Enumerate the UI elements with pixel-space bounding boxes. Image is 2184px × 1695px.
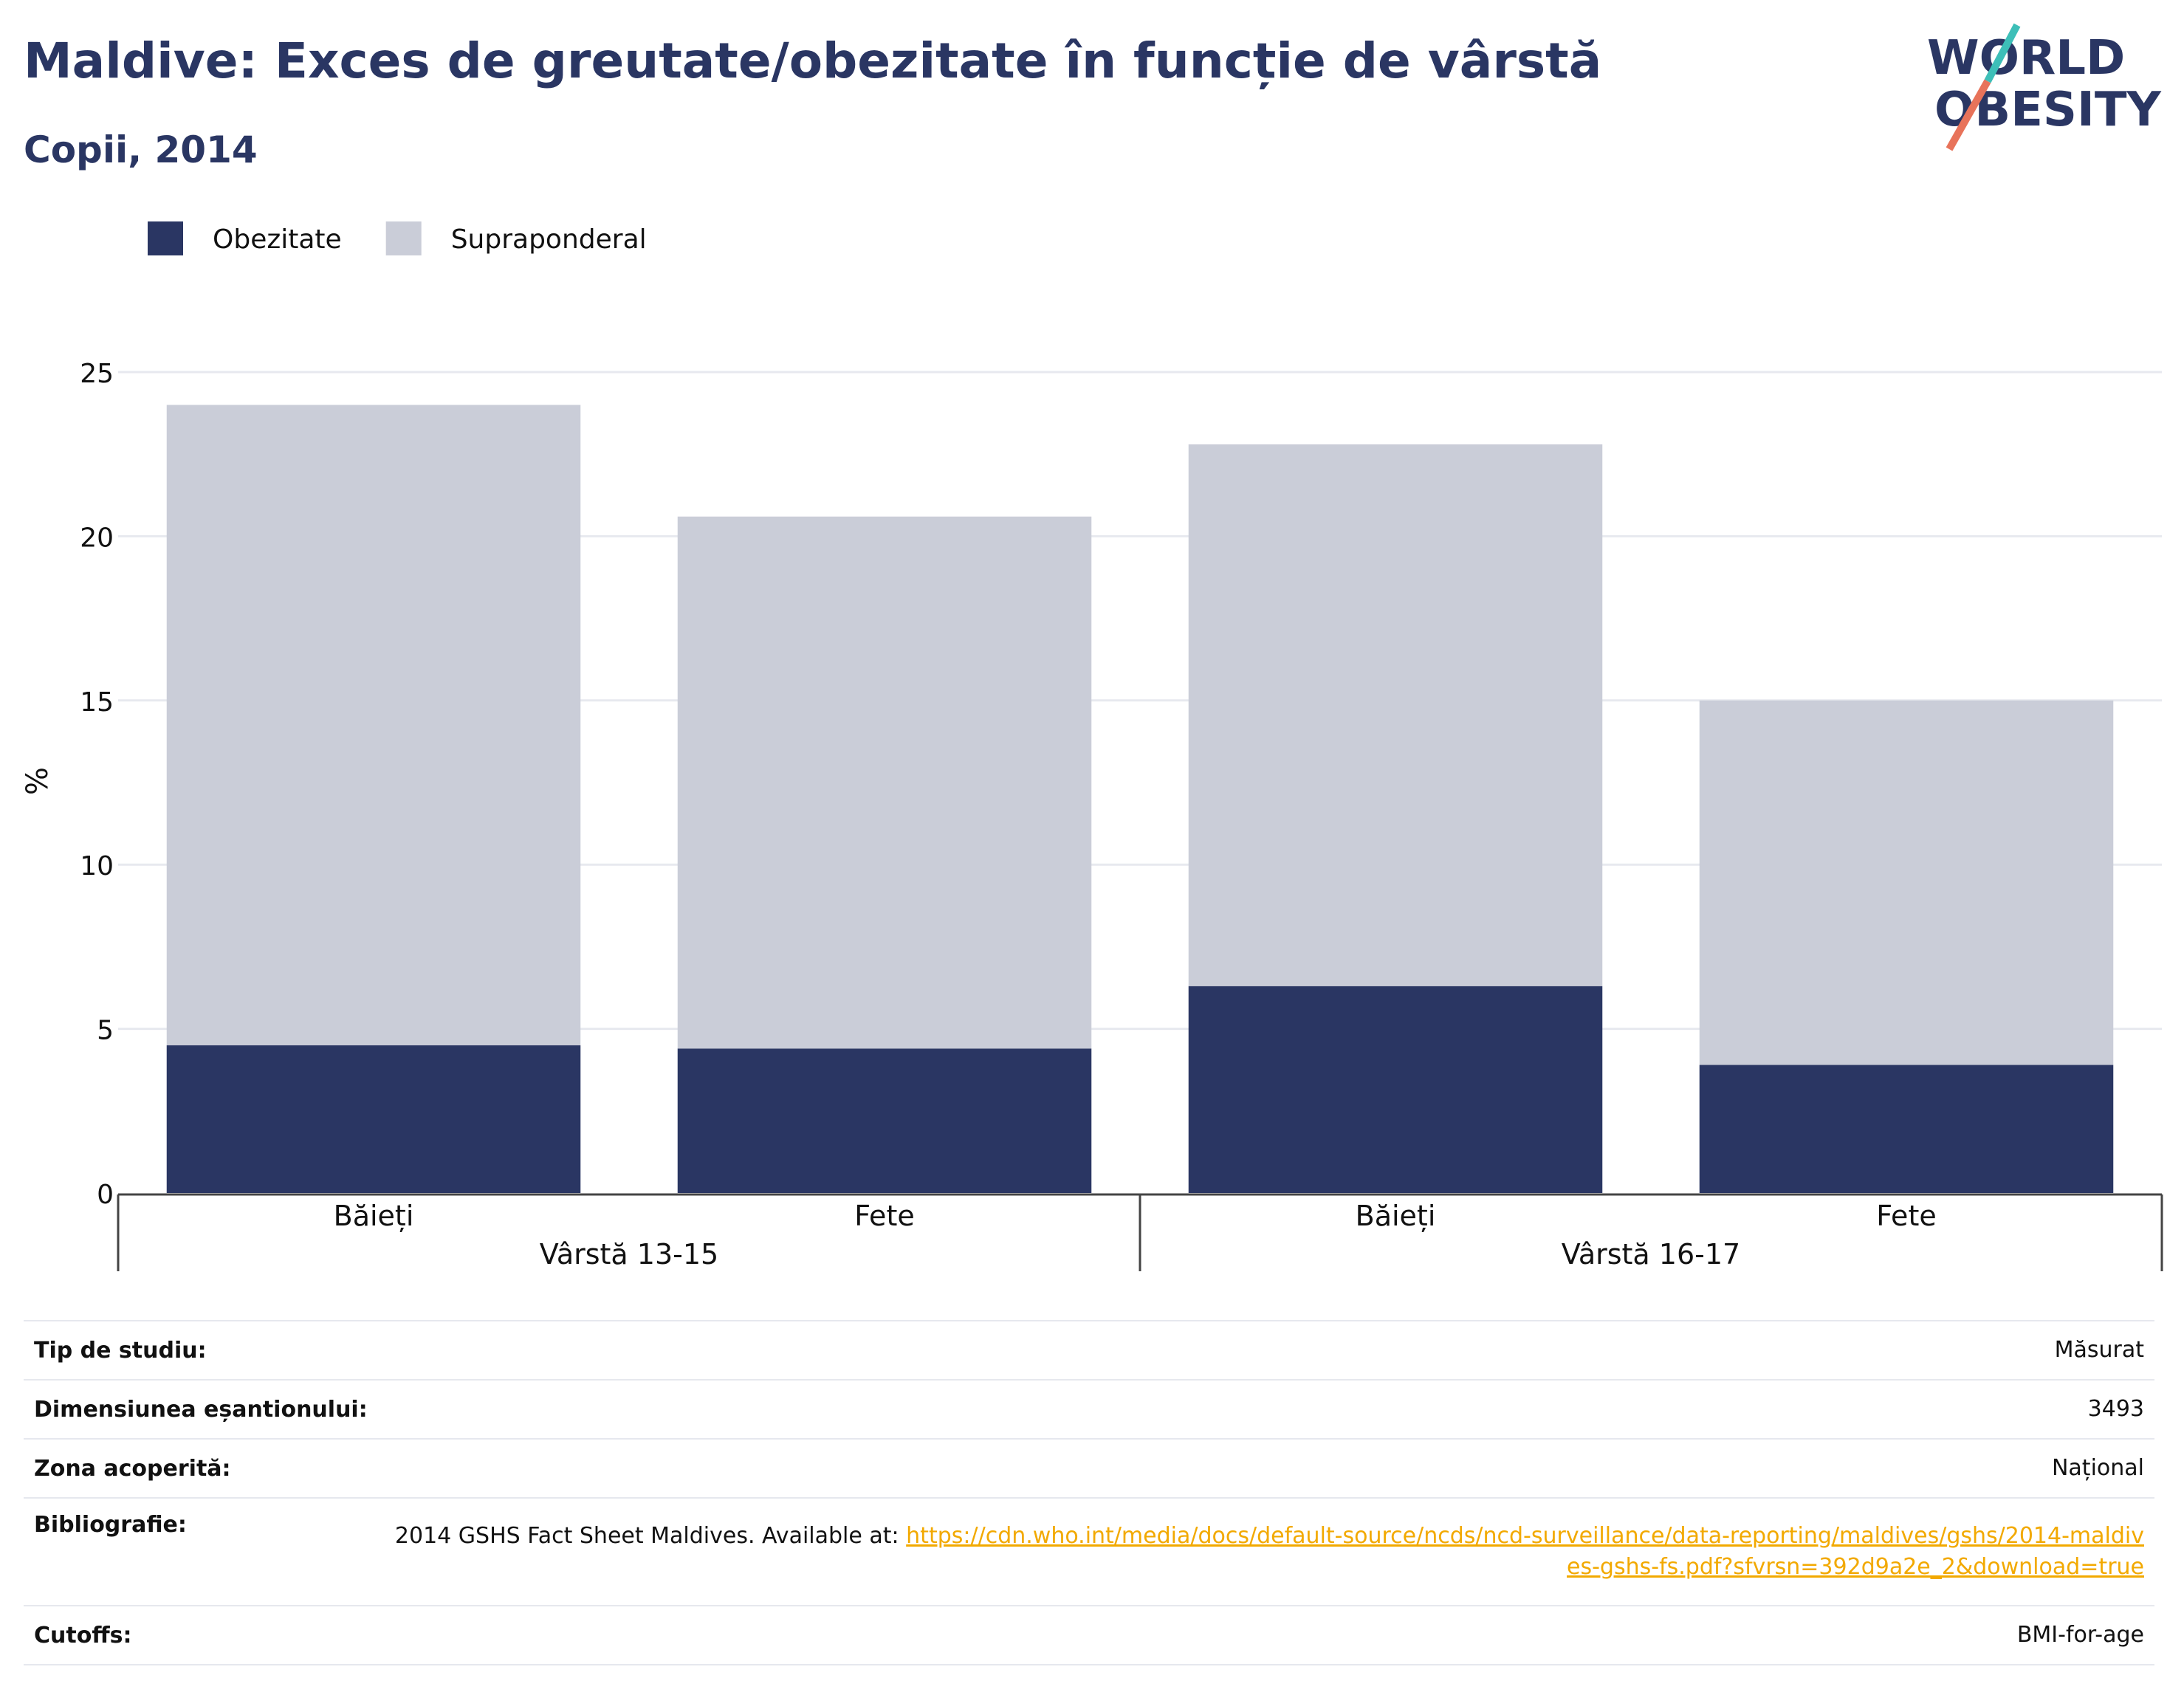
info-value: Măsurat — [377, 1320, 2154, 1381]
info-label: Dimensiunea eșantionului: — [24, 1379, 378, 1440]
logo-slash-bottom-icon — [1946, 79, 1991, 151]
bar-supraponderal-3 — [1699, 700, 2114, 1065]
info-value: Național — [377, 1438, 2154, 1499]
info-label: Zona acoperită: — [24, 1438, 378, 1499]
y-axis-ticks: 0 5 10 15 20 25 — [80, 359, 114, 1210]
info-row-sample-size: Dimensiunea eșantionului: 3493 — [24, 1379, 2154, 1440]
x-tick-label-0: Băieți — [334, 1200, 414, 1232]
x-group-label-1: Vârstă 16-17 — [1562, 1238, 1740, 1271]
x-tick-label-3: Fete — [1876, 1200, 1936, 1232]
info-row-cutoffs: Cutoffs: BMI-for-age — [24, 1605, 2154, 1665]
info-row-coverage: Zona acoperită: Național — [24, 1438, 2154, 1499]
bar-obezitate-2 — [1188, 986, 1603, 1193]
info-label: Cutoffs: — [24, 1605, 378, 1665]
logo-line1: WORLD — [1927, 31, 2125, 86]
info-row-study-type: Tip de studiu: Măsurat — [24, 1320, 2154, 1381]
y-tick-label: 20 — [80, 523, 114, 553]
legend-swatch-1 — [385, 221, 422, 255]
bar-obezitate-0 — [166, 1045, 581, 1193]
logo-slash-top-icon — [1984, 23, 2021, 83]
bar-supraponderal-0 — [166, 405, 581, 1045]
chart-legend: Obezitate Supraponderal — [148, 221, 647, 255]
chart-bars — [166, 405, 2114, 1193]
legend-swatch-0 — [148, 221, 183, 255]
bar-supraponderal-1 — [677, 516, 1092, 1049]
y-tick-label: 5 — [97, 1016, 114, 1046]
x-group-label-0: Vârstă 13-15 — [540, 1238, 718, 1271]
bar-obezitate-3 — [1699, 1065, 2114, 1193]
world-obesity-logo: WORLD OBESITY — [1927, 23, 2161, 151]
info-value: BMI-for-age — [377, 1605, 2154, 1665]
info-label: Bibliografie: — [24, 1497, 378, 1606]
y-axis-label: % — [21, 767, 55, 795]
info-value: 3493 — [377, 1379, 2154, 1440]
info-label: Tip de studiu: — [24, 1320, 378, 1381]
bar-supraponderal-2 — [1188, 444, 1603, 986]
page-subtitle: Copii, 2014 — [24, 128, 258, 171]
info-row-bibliography: Bibliografie: 2014 GSHS Fact Sheet Maldi… — [24, 1497, 2154, 1606]
x-axis: Vârstă 13-15 Vârstă 16-17 Băieți Fete Băieți… — [117, 1193, 2163, 1271]
stacked-bar-chart: Obezitate Supraponderal 0 5 10 15 20 25 % Vârs… — [21, 221, 2163, 1271]
info-value: 2014 GSHS Fact Sheet Maldives. Available… — [377, 1497, 2154, 1606]
y-tick-label: 15 — [80, 687, 114, 718]
y-tick-label: 10 — [80, 851, 114, 881]
legend-label-0: Obezitate — [213, 224, 342, 255]
study-info-table: Tip de studiu: Măsurat Dimensiunea eșant… — [24, 1320, 2154, 1665]
bar-obezitate-1 — [677, 1048, 1092, 1193]
y-tick-label: 25 — [80, 359, 114, 389]
bibliography-text: 2014 GSHS Fact Sheet Maldives. Available… — [394, 1523, 907, 1549]
x-tick-label-2: Băieți — [1356, 1200, 1436, 1232]
x-tick-label-1: Fete — [854, 1200, 914, 1232]
legend-label-1: Supraponderal — [451, 224, 647, 255]
page-title: Maldive: Exces de greutate/obezitate în … — [24, 32, 1602, 89]
bibliography-link[interactable]: https://cdn.who.int/media/docs/default-s… — [906, 1523, 2144, 1580]
y-tick-label: 0 — [97, 1180, 114, 1210]
